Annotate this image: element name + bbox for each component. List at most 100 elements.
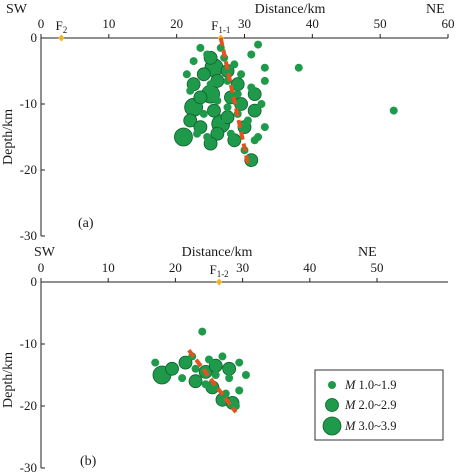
fault-trace-group (187, 348, 238, 414)
earthquake-point (260, 123, 269, 132)
earthquake-point (294, 63, 303, 72)
earthquake-point (196, 67, 211, 82)
earthquake-point (223, 103, 232, 112)
fault-marker (58, 34, 65, 42)
direction-left-label: SW (6, 2, 28, 17)
x-tick-label: 0 (38, 260, 45, 275)
earthquake-point (199, 109, 208, 118)
earthquake-point (196, 43, 205, 52)
earthquake-point (257, 100, 266, 108)
earthquake-points (174, 40, 398, 168)
x-ticks: 0 10 20 30 40 50 60 (38, 16, 455, 38)
x-tick-label: 40 (303, 260, 316, 275)
earthquake-point (191, 364, 200, 373)
earthquake-point (221, 389, 230, 398)
earthquake-point (205, 355, 213, 364)
x-tick-label: 40 (306, 16, 319, 31)
y-tick-label: -30 (20, 228, 37, 243)
earthquake-point (198, 327, 207, 336)
legend-label: M 2.0~2.9 (344, 398, 397, 412)
x-tick-label: 10 (102, 16, 115, 31)
earthquake-point (189, 57, 198, 66)
y-ticks: 0 -10 -20 -30 (20, 30, 45, 243)
y-axis-title: Depth/km (1, 352, 16, 408)
y-tick-label: 0 (31, 274, 38, 289)
y-ticks: 0 -10 -20 -30 (20, 274, 45, 475)
x-ticks: 0 10 20 30 40 50 (38, 260, 384, 282)
earthquake-point (203, 133, 212, 141)
earthquake-point (178, 374, 187, 383)
earthquake-point (207, 103, 221, 118)
earthquake-point (188, 374, 203, 389)
earthquake-point (235, 386, 244, 395)
y-axis-title: Depth/km (1, 109, 16, 165)
earthquake-point (222, 361, 237, 376)
earthquake-point (225, 374, 234, 383)
x-tick-label: 30 (236, 260, 249, 275)
fault-trace (218, 37, 250, 164)
x-tick-label: 50 (374, 16, 387, 31)
earthquake-point (213, 96, 222, 105)
earthquake-point (247, 103, 262, 118)
x-tick-label: 10 (102, 260, 115, 275)
x-tick-label: 20 (169, 260, 182, 275)
legend-symbol (325, 398, 339, 412)
panel-a: 0 10 20 30 40 50 60 0 -10 -20 -30 SW NE Distance/… (1, 2, 455, 243)
fault-marker-label: F1-2 (209, 262, 228, 279)
earthquake-point (241, 371, 250, 379)
fault-trace-group (218, 37, 250, 164)
earthquake-point (201, 380, 210, 389)
earthquake-point (247, 50, 256, 59)
earthquake-point (211, 371, 220, 379)
y-tick-label: -20 (20, 398, 37, 413)
earthquake-point (203, 50, 212, 59)
earthquake-point (165, 361, 179, 376)
panel-b: 0 10 20 30 40 50 0 -10 -20 -30 SW NE Distance/km… (1, 245, 448, 475)
legend: M 1.0~1.9 M 2.0~2.9 M 3.0~3.9 (314, 369, 444, 441)
earthquake-point (389, 106, 398, 115)
earthquake-point (210, 126, 225, 141)
x-tick-label: 20 (170, 16, 183, 31)
earthquake-point (183, 113, 198, 128)
earthquake-point (230, 60, 239, 69)
x-tick-label: 50 (371, 260, 384, 275)
earthquake-point (193, 129, 202, 138)
earthquake-point (254, 40, 263, 49)
fault-marker-label: F1-1 (211, 18, 230, 35)
earthquake-point (182, 70, 191, 79)
earthquake-point (206, 80, 215, 89)
earthquake-point (218, 352, 227, 361)
panel-label: (a) (78, 216, 94, 231)
panel-label: (b) (80, 454, 97, 469)
y-tick-label: -20 (20, 162, 37, 177)
fault-trace (187, 348, 238, 414)
earthquake-point (216, 119, 225, 128)
x-axis-title: Distance/km (255, 2, 326, 17)
earthquake-points (151, 327, 250, 410)
earthquake-point (186, 86, 195, 95)
earthquake-point (237, 70, 246, 79)
x-tick-label: 60 (442, 16, 455, 31)
direction-left-label: SW (34, 245, 56, 260)
earthquake-point (178, 355, 193, 370)
x-tick-label: 0 (38, 16, 45, 31)
legend-label: M 3.0~3.9 (344, 419, 397, 433)
fault-markers: F1-2 (209, 262, 229, 286)
earthquake-point (254, 133, 263, 141)
earthquake-point (233, 90, 242, 99)
y-tick-label: 0 (31, 30, 38, 45)
legend-symbol (328, 381, 336, 389)
legend-symbol (322, 416, 342, 436)
fault-marker (216, 278, 223, 286)
earthquake-point (260, 76, 269, 85)
earthquake-point (243, 116, 252, 125)
y-tick-label: -10 (20, 96, 37, 111)
earthquake-point (193, 90, 208, 105)
earthquake-point (247, 83, 256, 92)
x-tick-label: 30 (238, 16, 251, 31)
earthquake-point (235, 358, 244, 367)
earthquake-point (260, 63, 269, 72)
direction-right-label: NE (426, 2, 445, 17)
y-tick-label: -10 (20, 336, 37, 351)
